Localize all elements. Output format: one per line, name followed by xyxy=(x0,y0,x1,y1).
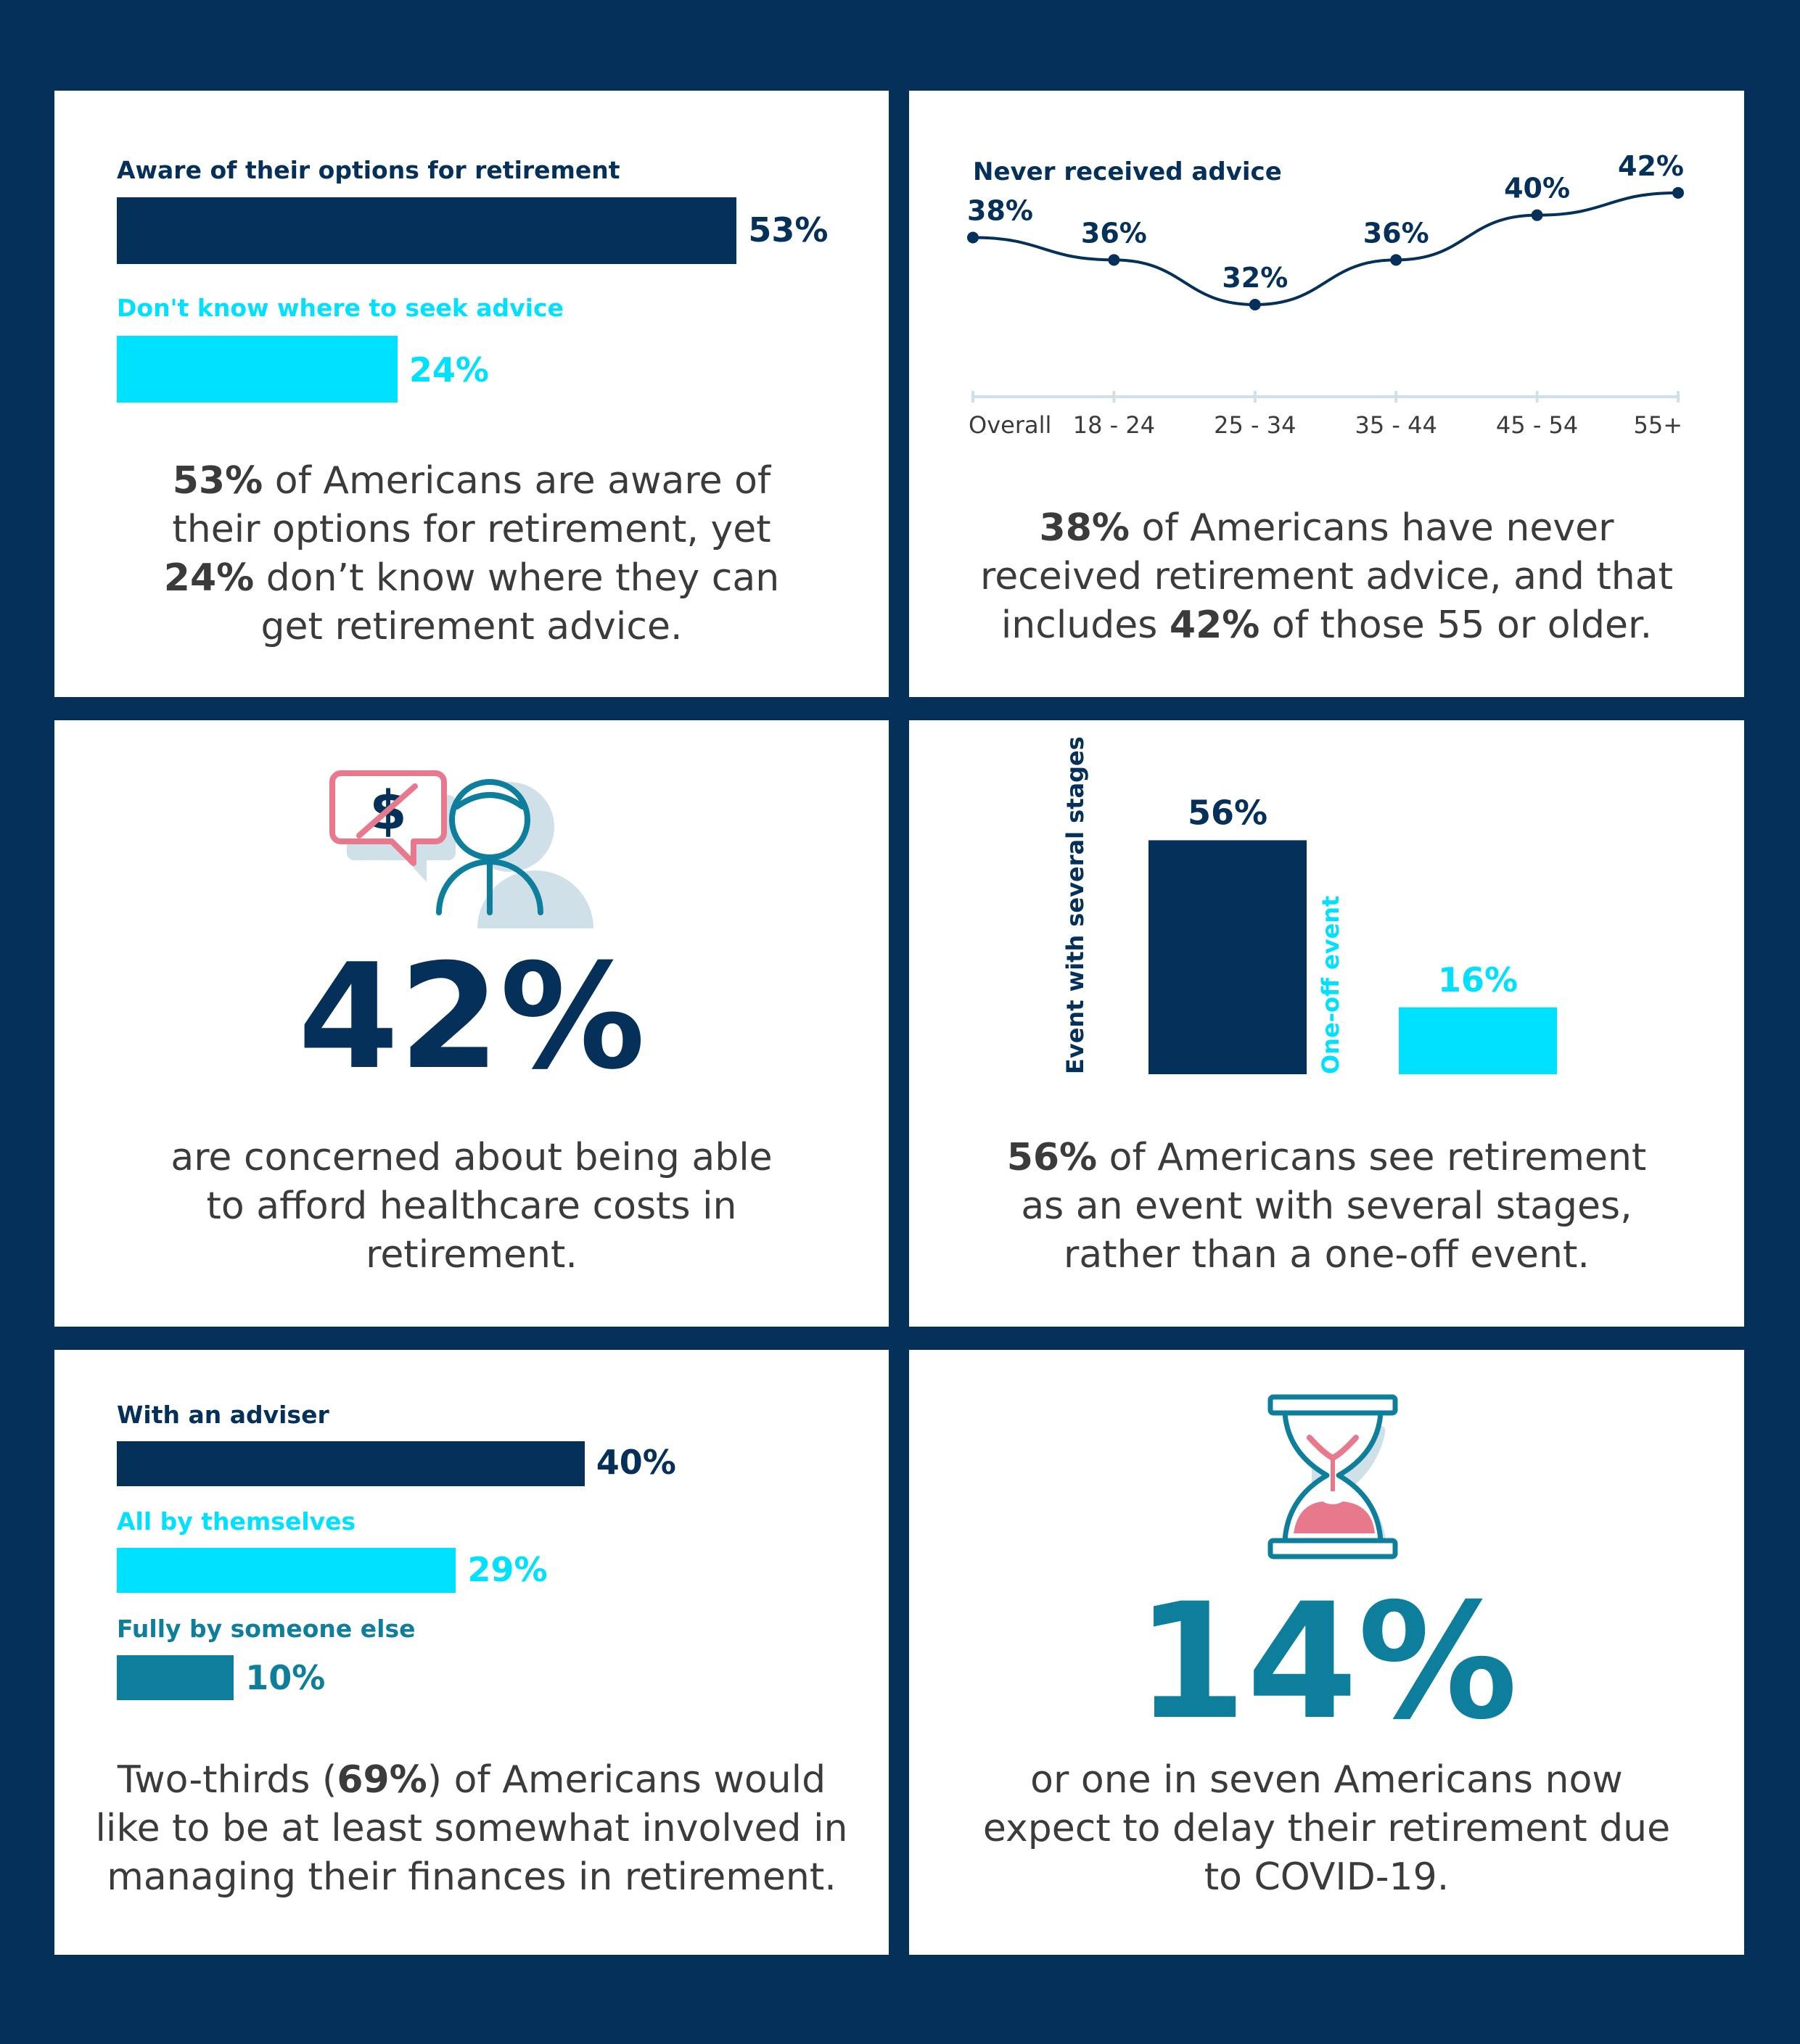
x-tick-label: Overall xyxy=(969,411,1051,439)
caption-awareness: 53% of Americans are aware of their opti… xyxy=(156,457,787,651)
caption-stat-no-advice: 24% xyxy=(163,556,255,600)
panel-healthcare: $ 42% are concerned about being able to … xyxy=(54,720,889,1327)
data-point xyxy=(1390,254,1402,266)
bar-several-stages xyxy=(1148,840,1307,1074)
caption-never-advice: 38% of Americans have never received ret… xyxy=(960,504,1693,650)
big-stat-healthcare: 42% xyxy=(297,933,646,1102)
panel-retirement-stages: 56% 16% Event with several stages One-off… xyxy=(909,720,1744,1327)
bar-aware xyxy=(117,197,737,264)
data-label: 36% xyxy=(1363,217,1429,249)
bar-one-off xyxy=(1399,1007,1557,1074)
bar-value-adviser: 40% xyxy=(596,1443,676,1482)
x-tick-label: 25 - 34 xyxy=(1214,411,1296,439)
caption-delay-retirement: or one in seven Americans now expect to … xyxy=(982,1758,1671,1899)
panel-never-advice: Never received advice 38% Overall 36% 18 - … xyxy=(909,91,1744,697)
x-tick-label: 35 - 44 xyxy=(1355,411,1437,439)
x-tick-label: 45 - 54 xyxy=(1496,411,1578,439)
axis-category-one-off: One-off event xyxy=(1317,896,1344,1074)
caption-stat-aware: 53% xyxy=(172,459,263,503)
caption-text: of Americans have never received retirem… xyxy=(979,506,1674,647)
caption-text: don’t know where they can get retirement… xyxy=(254,556,780,648)
series-line-never-advice xyxy=(972,191,1679,307)
caption-stat-overall: 38% xyxy=(1039,506,1130,550)
caption-stat-55plus: 42% xyxy=(1169,603,1260,647)
caption-text: of Americans are aware of their options … xyxy=(172,459,771,551)
bar-value-no-advice: 24% xyxy=(408,350,489,390)
hourglass-icon xyxy=(1267,1394,1398,1559)
caption-stat-stages: 56% xyxy=(1006,1136,1098,1179)
panel-awareness: Aware of their options for retirement 53… xyxy=(54,91,889,697)
bar-label-no-advice: Don't know where to seek advice xyxy=(117,294,564,322)
caption-text: ) of Americans would like to be at least… xyxy=(95,1758,848,1899)
caption-involvement: Two-thirds (69%) of Americans would like… xyxy=(83,1756,860,1902)
caption-text: of those 55 or older. xyxy=(1259,603,1653,647)
panel-delay-retirement: 14% or one in seven Americans now expect… xyxy=(909,1350,1744,1955)
panel-involvement: With an adviser 40% All by themselves 29… xyxy=(54,1350,889,1955)
bar-themselves xyxy=(117,1548,456,1593)
data-label: 38% xyxy=(967,195,1033,227)
data-point xyxy=(1672,186,1684,199)
bar-value-aware: 53% xyxy=(748,210,829,250)
data-label: 40% xyxy=(1504,173,1570,205)
bar-label-adviser: With an adviser xyxy=(117,1401,329,1429)
caption-healthcare: are concerned about being able to afford… xyxy=(170,1136,773,1277)
bar-value-themselves: 29% xyxy=(467,1550,548,1589)
axis-category-several-stages: Event with several stages xyxy=(1061,736,1089,1074)
bar-value-someone-else: 10% xyxy=(245,1658,326,1697)
bar-value-label: 16% xyxy=(1438,960,1518,1000)
data-point xyxy=(1108,254,1120,266)
big-stat-delay: 14% xyxy=(1135,1569,1518,1755)
data-point xyxy=(967,231,979,244)
healthcare-cost-concern-icon: $ xyxy=(329,770,593,928)
bar-label-someone-else: Fully by someone else xyxy=(117,1615,416,1643)
chart-title: Never received advice xyxy=(973,157,1282,186)
caption-text: of Americans see retirement as an event … xyxy=(1021,1136,1647,1277)
data-label: 36% xyxy=(1081,217,1147,249)
bar-label-themselves: All by themselves xyxy=(117,1507,356,1536)
bar-chart-retirement-view: 56% 16% Event with several stages One-off… xyxy=(1061,736,1557,1074)
caption-text: Two-thirds ( xyxy=(117,1758,337,1802)
data-point xyxy=(1249,299,1261,310)
data-label: 42% xyxy=(1618,150,1684,182)
bar-someone-else xyxy=(117,1655,234,1700)
bar-no-advice xyxy=(117,336,398,403)
bar-adviser xyxy=(117,1441,585,1486)
data-point xyxy=(1531,209,1543,221)
caption-retirement-stages: 56% of Americans see retirement as an ev… xyxy=(1003,1134,1650,1279)
caption-stat-involved: 69% xyxy=(337,1758,427,1802)
bar-label-aware: Aware of their options for retirement xyxy=(117,156,620,184)
x-tick-label: 18 - 24 xyxy=(1073,411,1155,439)
data-label: 32% xyxy=(1222,262,1288,294)
line-chart-never-advice: Never received advice 38% Overall 36% 18 - … xyxy=(967,150,1684,439)
x-tick-label: 55+ xyxy=(1633,411,1682,439)
bar-value-label: 56% xyxy=(1188,793,1267,832)
